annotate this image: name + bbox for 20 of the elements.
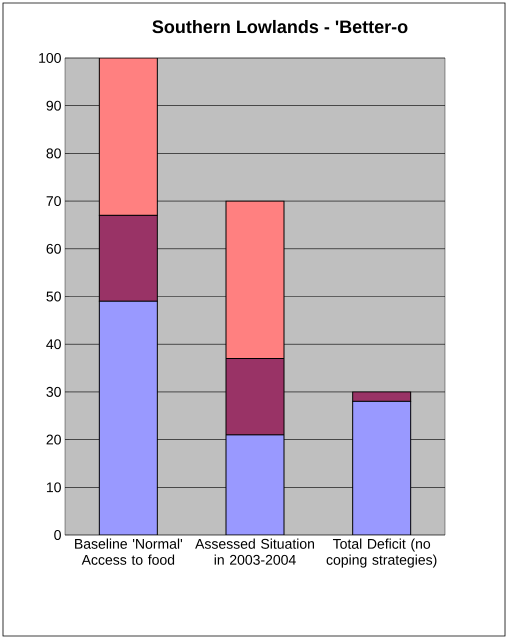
y-tick-label: 70: [46, 196, 61, 206]
bar: [226, 200, 285, 360]
x-tick-label: Total Deficit (no coping strategies): [326, 538, 436, 568]
x-tick-label: Assessed Situation in 2003-2004: [195, 538, 314, 565]
y-tick-label: 40: [46, 339, 61, 350]
y-tick-label: 30: [46, 386, 61, 397]
y-tick-label: 20: [46, 434, 61, 445]
bar: [352, 400, 412, 535]
y-tick-label: 100: [39, 53, 61, 63]
y-tick-label: 0: [54, 530, 61, 540]
chart-title: Southern Lowlands - 'Better-o: [152, 20, 408, 34]
y-tick-label: 60: [46, 244, 61, 254]
bar: [98, 58, 158, 216]
bar: [98, 300, 158, 535]
y-tick-label: 10: [46, 482, 61, 492]
y-tick-label: 50: [46, 292, 61, 302]
x-tick-label: Baseline 'Normal' Access to food: [75, 538, 182, 565]
bar: [226, 434, 285, 535]
y-tick-label: 80: [46, 148, 61, 158]
y-tick-label: 90: [46, 100, 61, 111]
